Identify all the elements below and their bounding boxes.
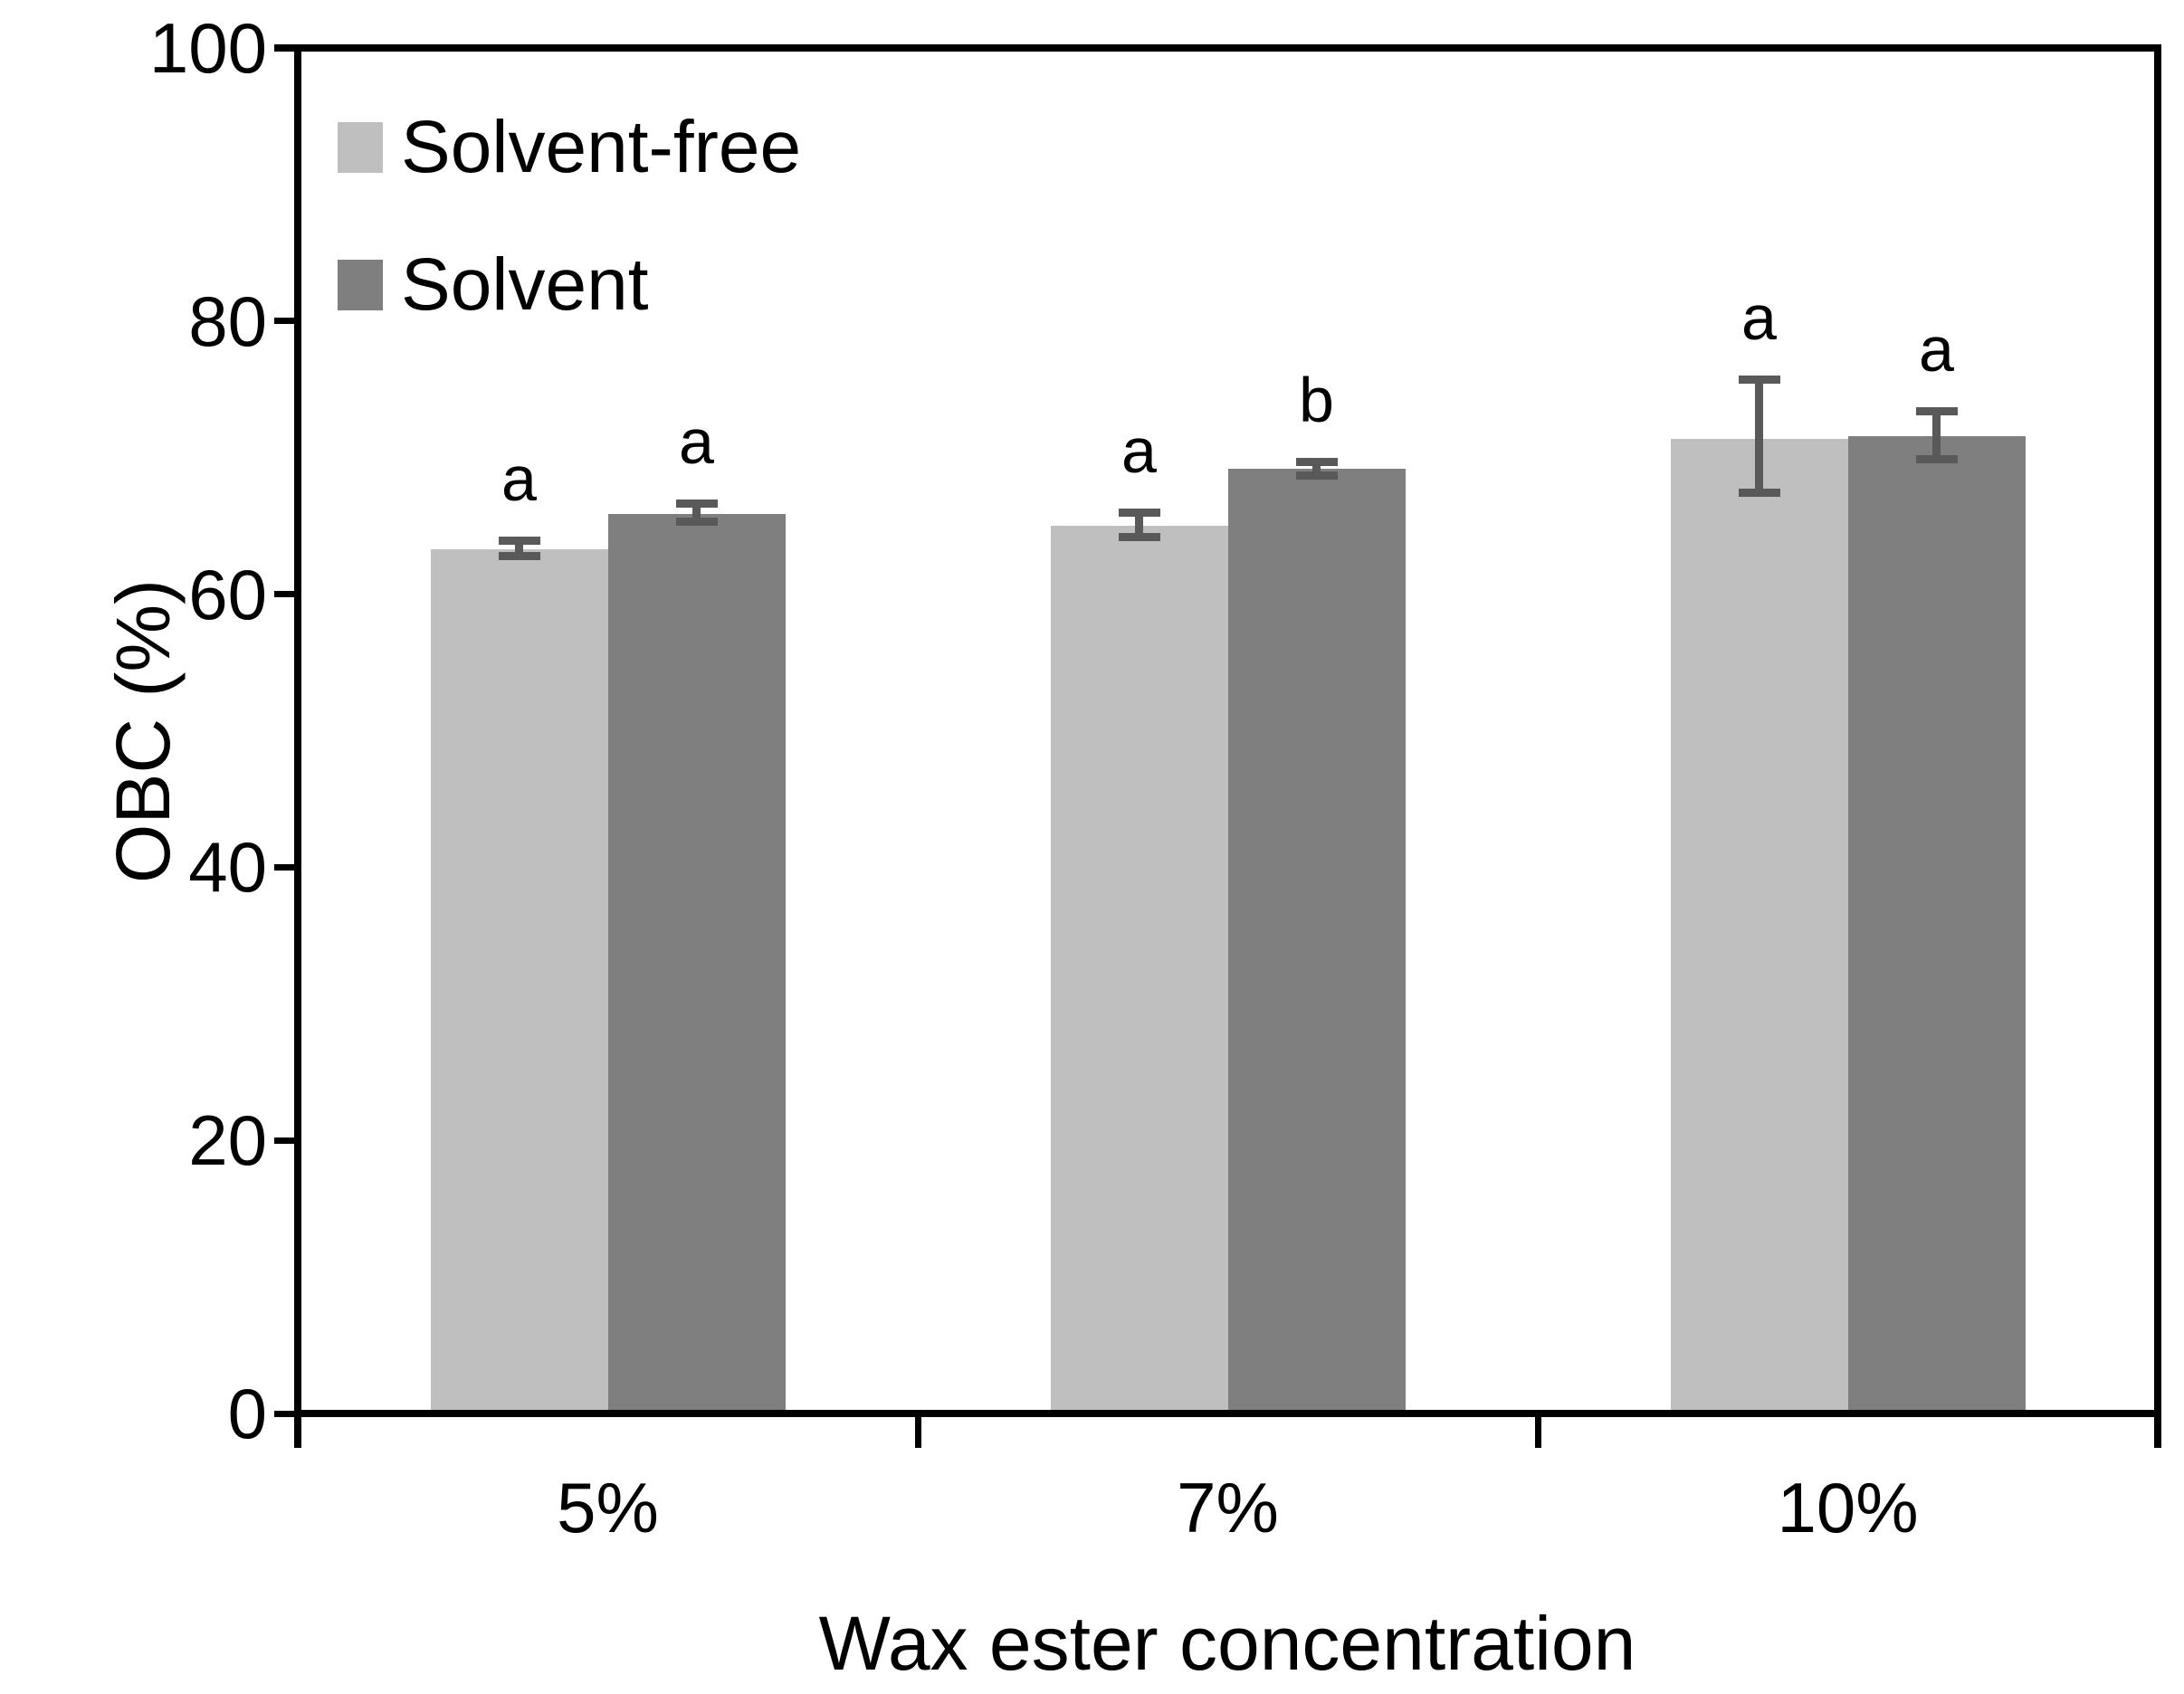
x-axis-line — [294, 1410, 2158, 1417]
error-bar-line — [1755, 376, 1763, 498]
y-tick-mark — [274, 1137, 294, 1144]
significance-letter: a — [1919, 313, 1954, 385]
error-bar-cap-top — [1295, 457, 1338, 466]
significance-letter: a — [1121, 414, 1157, 486]
error-bar-cap-top — [1738, 376, 1780, 385]
bar-solvent-5% — [607, 513, 786, 1413]
error-bar-cap-top — [498, 537, 540, 546]
significance-letter: a — [679, 406, 714, 478]
bar-solvent-10% — [1847, 435, 2026, 1413]
y-tick-label: 20 — [188, 1100, 267, 1181]
x-axis-title: Wax ester concentration — [818, 1601, 1636, 1686]
y-tick-label: 0 — [227, 1374, 267, 1453]
x-category-label: 5% — [557, 1468, 659, 1547]
x-tick-mark — [1534, 1413, 1541, 1448]
bar-solvent-free-10% — [1670, 438, 1848, 1413]
bar-solvent-free-7% — [1050, 526, 1228, 1413]
legend-item-solvent: Solvent — [338, 244, 649, 326]
y-axis-line — [294, 44, 301, 1448]
error-bar-cap-top — [675, 500, 718, 509]
error-bar-cap-bottom — [675, 518, 718, 527]
y-axis-title: OBC (%) — [100, 579, 186, 883]
plot-right-border — [2154, 44, 2161, 1448]
error-bar-cap-bottom — [498, 551, 540, 560]
y-tick-mark — [274, 318, 294, 325]
solvent-swatch-icon — [338, 260, 383, 310]
y-tick-label: 40 — [188, 827, 267, 908]
plot-top-border — [274, 44, 2158, 52]
x-category-label: 10% — [1777, 1468, 1919, 1547]
error-bar-cap-top — [1118, 508, 1160, 517]
y-tick-label: 80 — [188, 281, 267, 361]
error-bar-line — [1932, 406, 1941, 463]
legend-label-solvent: Solvent — [401, 243, 649, 326]
error-bar-line — [515, 537, 523, 560]
error-bar-cap-bottom — [1738, 489, 1780, 498]
y-tick-mark — [274, 591, 294, 598]
y-tick-mark — [274, 1410, 294, 1417]
bar-solvent-7% — [1227, 468, 1406, 1413]
error-bar-cap-bottom — [1118, 532, 1160, 541]
legend-item-solvent-free: Solvent-free — [338, 107, 801, 188]
y-tick-label: 60 — [188, 554, 267, 634]
x-category-label: 7% — [1177, 1468, 1279, 1547]
error-bar-cap-top — [1915, 406, 1958, 415]
error-bar-cap-bottom — [1915, 454, 1958, 463]
error-bar-cap-bottom — [1295, 471, 1338, 480]
error-bar-line — [1312, 457, 1321, 480]
solvent-free-swatch-icon — [338, 122, 383, 173]
significance-letter: a — [1741, 282, 1777, 354]
error-bar-line — [1135, 508, 1143, 541]
significance-letter: a — [501, 443, 537, 515]
x-tick-mark — [914, 1413, 921, 1448]
legend-label-solvent-free: Solvent-free — [401, 106, 802, 188]
significance-letter: b — [1299, 364, 1334, 435]
y-tick-label: 100 — [148, 8, 267, 88]
y-tick-mark — [274, 863, 294, 871]
bar-solvent-free-5% — [430, 548, 608, 1413]
error-bar-line — [692, 500, 701, 527]
